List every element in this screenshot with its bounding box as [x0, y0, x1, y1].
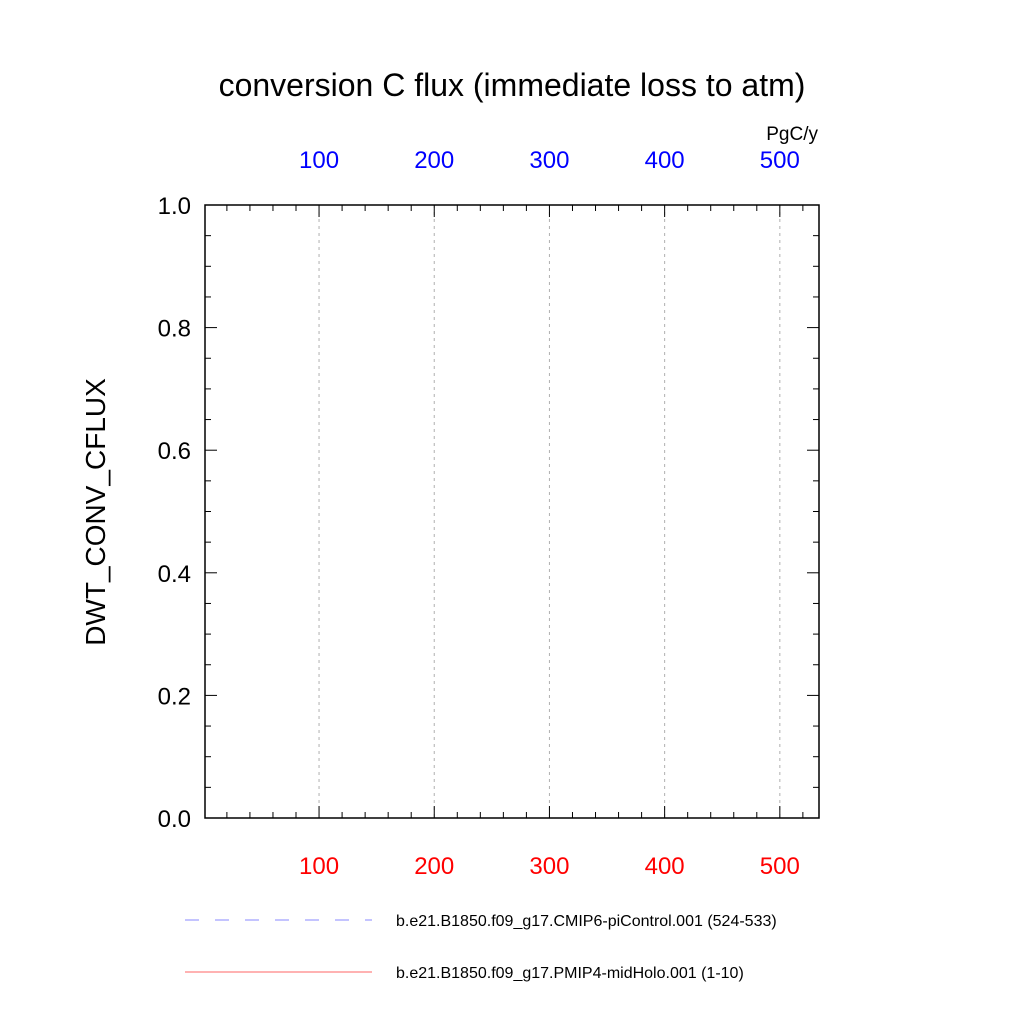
x-bottom-tick-label: 100	[299, 853, 339, 880]
y-tick-label: 0.4	[158, 561, 191, 588]
y-axis-label: DWT_CONV_CFLUX	[80, 378, 111, 646]
y-tick-label: 0.0	[158, 806, 191, 833]
y-tick-label: 1.0	[158, 193, 191, 220]
legend-label-1: b.e21.B1850.f09_g17.CMIP6-piControl.001 …	[396, 913, 777, 930]
chart-title: conversion C flux (immediate loss to atm…	[219, 67, 806, 103]
x-top-tick-label: 300	[529, 147, 569, 174]
axis-ticks	[205, 204, 819, 819]
y-tick-label: 0.2	[158, 683, 191, 710]
x-bottom-tick-label: 400	[645, 853, 685, 880]
top-axis-unit: PgC/y	[766, 124, 818, 145]
legend-label-2: b.e21.B1850.f09_g17.PMIP4-midHolo.001 (1…	[396, 965, 744, 982]
legend: b.e21.B1850.f09_g17.CMIP6-piControl.001 …	[185, 913, 777, 982]
x-top-tick-label: 100	[299, 147, 339, 174]
x-top-tick-label: 200	[414, 147, 454, 174]
x-top-tick-label: 500	[760, 147, 800, 174]
grid-lines	[318, 205, 781, 818]
y-tick-label: 0.8	[158, 316, 191, 343]
x-bottom-tick-label: 500	[760, 853, 800, 880]
x-bottom-tick-label: 300	[529, 853, 569, 880]
y-tick-label: 0.6	[158, 438, 191, 465]
x-top-tick-label: 400	[645, 147, 685, 174]
plot-frame	[204, 204, 820, 819]
x-bottom-tick-label: 200	[414, 853, 454, 880]
tick-labels: 100 100 200 200 300 300 400 400 500 500 0.0 0.2 0.4 0…	[158, 147, 800, 880]
